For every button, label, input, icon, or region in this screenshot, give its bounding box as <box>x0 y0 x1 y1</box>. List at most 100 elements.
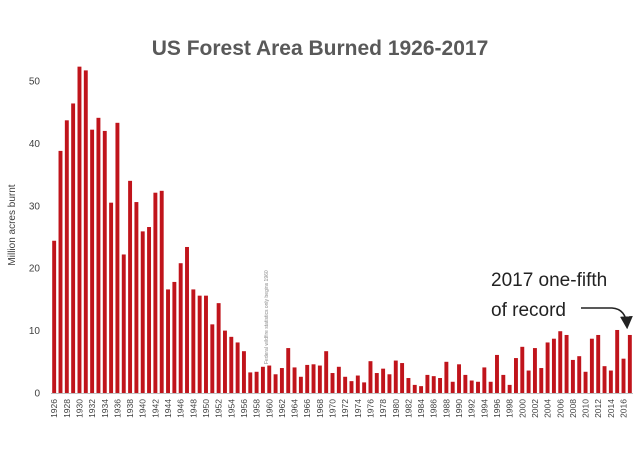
bar-1937 <box>121 254 126 393</box>
x-tick-label: 1982 <box>403 399 413 418</box>
bar-1934 <box>102 130 107 394</box>
bar-1962 <box>279 368 284 393</box>
x-tick-label: 1968 <box>315 399 325 418</box>
x-tick-label: 1952 <box>214 399 224 418</box>
x-tick-label: 1926 <box>49 399 59 418</box>
x-tick-label: 1992 <box>467 399 477 418</box>
x-tick-label: 2004 <box>543 399 553 418</box>
bar-1972 <box>343 376 348 393</box>
bar-1960 <box>267 365 272 393</box>
bar-1979 <box>387 374 392 393</box>
bar-1983 <box>412 384 417 393</box>
data-note: Federal wildfire statistics only begins … <box>264 270 270 364</box>
x-tick-label: 1974 <box>353 399 363 418</box>
x-tick-label: 1938 <box>125 399 135 418</box>
bar-1931 <box>83 70 88 393</box>
y-axis-label: Million acres burnt <box>7 184 18 265</box>
bar-1943 <box>159 190 164 393</box>
bar-1987 <box>438 378 443 393</box>
x-tick-label: 1988 <box>441 399 451 418</box>
x-tick-label: 2010 <box>581 399 591 418</box>
bar-1953 <box>223 330 227 393</box>
x-tick-label: 1950 <box>201 399 211 418</box>
bar-1950 <box>204 295 208 393</box>
bar-2010 <box>583 371 588 393</box>
x-tick-label: 1960 <box>264 399 274 418</box>
bar-1941 <box>147 227 152 393</box>
bar-1975 <box>362 382 367 393</box>
x-tick-label: 2008 <box>568 399 578 418</box>
bar-1993 <box>476 381 480 393</box>
x-tick-label: 1972 <box>340 399 350 418</box>
x-tick-label: 1984 <box>416 399 426 418</box>
y-tick-label: 10 <box>29 326 41 337</box>
annotation-arrow <box>581 307 633 330</box>
bar-1932 <box>90 129 95 394</box>
x-tick-label: 1940 <box>138 399 148 418</box>
x-tick-label: 2002 <box>530 399 540 418</box>
bar-1988 <box>444 361 449 393</box>
bar-1926 <box>52 240 57 393</box>
x-tick-label: 1946 <box>176 399 186 418</box>
bar-1977 <box>374 373 379 393</box>
bar-1980 <box>393 360 398 393</box>
bar-2009 <box>577 356 582 393</box>
annotation-line-1: 2017 one-fifth <box>491 270 607 291</box>
bar-1964 <box>292 367 297 393</box>
bar-1985 <box>425 374 430 393</box>
bar-1966 <box>305 364 310 393</box>
bar-1992 <box>469 380 474 393</box>
y-axis-ticks: 0 10 20 30 40 50 <box>29 77 41 400</box>
bar-1928 <box>64 120 69 393</box>
chart-title: US Forest Area Burned 1926-2017 <box>152 37 489 60</box>
y-tick-label: 50 <box>29 77 41 88</box>
bar-1981 <box>400 363 405 393</box>
bar-1933 <box>96 117 101 393</box>
bar-2005 <box>551 338 556 393</box>
bar-1965 <box>298 376 303 393</box>
bar-1942 <box>153 192 158 393</box>
x-tick-label: 1996 <box>492 399 502 418</box>
bar-1990 <box>457 364 461 393</box>
bar-2012 <box>596 334 601 393</box>
bar-1938 <box>128 180 133 393</box>
x-tick-label: 1990 <box>454 399 464 418</box>
bar-1997 <box>501 374 506 393</box>
bar-1994 <box>482 367 487 393</box>
x-tick-label: 1954 <box>226 399 236 418</box>
bar-2000 <box>520 346 525 393</box>
bar-1936 <box>115 122 120 393</box>
bar-1995 <box>488 381 493 393</box>
bar-1940 <box>140 231 145 393</box>
bar-1951 <box>210 324 215 393</box>
x-axis-tick-labels: 1926 1928 1930 1932 1934 1936 1938 1940 1942 1944… <box>49 399 628 418</box>
bar-1984 <box>419 386 424 393</box>
x-tick-label: 1986 <box>429 399 439 418</box>
bar-2006 <box>558 331 563 393</box>
bar-1957 <box>248 372 253 393</box>
bar-1947 <box>185 246 189 393</box>
bar-1969 <box>324 351 329 393</box>
x-tick-label: 1980 <box>391 399 401 418</box>
x-tick-label: 1948 <box>188 399 198 418</box>
x-tick-label: 1958 <box>252 399 262 418</box>
x-tick-label: 1930 <box>74 399 84 418</box>
bar-1976 <box>368 361 373 393</box>
bars-group <box>52 66 632 394</box>
bar-2008 <box>570 359 575 393</box>
x-tick-label: 1934 <box>100 399 110 418</box>
bar-1978 <box>381 368 386 393</box>
bar-1986 <box>431 376 436 393</box>
y-tick-label: 0 <box>34 389 40 400</box>
bar-1929 <box>71 103 76 394</box>
bar-1955 <box>235 342 240 393</box>
x-tick-label: 1936 <box>112 399 122 418</box>
x-tick-label: 1944 <box>163 399 173 418</box>
bar-2007 <box>564 334 569 393</box>
x-tick-label: 2006 <box>555 399 565 418</box>
bar-2017 <box>627 334 632 393</box>
bar-2002 <box>532 348 537 393</box>
x-tick-label: 1956 <box>239 399 249 418</box>
x-tick-label: 1970 <box>328 399 338 418</box>
